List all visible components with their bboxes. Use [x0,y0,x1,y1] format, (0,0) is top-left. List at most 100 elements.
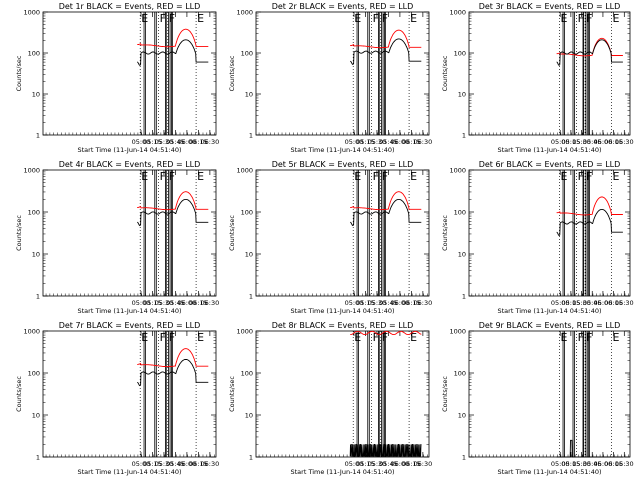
y-axis-label: Counts/sec [441,55,449,91]
flag-label: E [141,12,148,25]
x-axis-label: Start Time (11-Jun-14 04:51:40) [291,468,395,476]
x-tick-label: 06:30 [615,299,634,307]
x-tick-label: 05:45 [583,460,602,468]
x-tick-label: 06:00 [178,138,197,146]
y-tick-label: 100 [28,370,40,378]
x-tick-label: 06:30 [615,138,634,146]
x-tick-label: 06:00 [178,460,197,468]
y-tick-label: 1 [249,132,253,140]
y-tick-label: 1 [249,454,253,462]
x-tick-label: 05:30 [572,138,591,146]
x-tick-label: 05:00 [132,299,151,307]
series-black-line [556,208,623,236]
y-axis-label: Counts/sec [228,376,236,412]
flag-label: F [382,170,388,183]
x-tick-label: 05:00 [551,138,570,146]
series-red-line [137,348,209,368]
x-tick-label: 05:15 [562,299,581,307]
flag-label: E [410,331,417,344]
x-tick-label: 05:00 [551,299,570,307]
flag-label: F [373,12,379,25]
flag-label: E [197,12,204,25]
x-tick-label: 05:00 [345,460,364,468]
series-red-line [350,330,422,336]
y-tick-label: 1 [36,132,40,140]
y-axis-label: Counts/sec [441,376,449,412]
flag-label: E [410,170,417,183]
x-axis-label: Start Time (11-Jun-14 04:51:40) [498,468,602,476]
panel-9: Det 9r BLACK = Events, RED = LLD 1 10 100 10… [441,321,634,476]
y-tick-label: 1 [36,454,40,462]
x-axis-label: Start Time (11-Jun-14 04:51:40) [498,307,602,315]
x-tick-label: 06:15 [604,460,623,468]
series-red-line [137,28,209,48]
panel-title: Det 7r BLACK = Events, RED = LLD [59,321,201,330]
plot-frame [42,169,217,297]
panel-1: Det 1r BLACK = Events, RED = LLD 1 10 100 10… [15,2,219,154]
x-axis-label: Start Time (11-Jun-14 04:51:40) [78,146,182,154]
series-red-line [556,196,623,216]
y-tick-label: 100 [28,50,40,58]
x-tick-label: 05:15 [143,138,162,146]
y-tick-label: 1000 [236,167,253,175]
y-tick-label: 10 [458,251,466,259]
y-tick-label: 1000 [449,328,466,336]
plot-frame [42,11,217,136]
plot-frame [468,11,631,136]
flag-label: E [560,170,567,183]
flag-label: F [160,12,166,25]
panel-4: Det 4r BLACK = Events, RED = LLD 1 10 100 10… [15,160,219,315]
x-tick-label: 05:45 [583,138,602,146]
series-red-line [350,191,422,211]
y-tick-label: 1 [36,293,40,301]
y-tick-label: 100 [454,50,466,58]
x-tick-label: 06:00 [391,299,410,307]
panel-5: Det 5r BLACK = Events, RED = LLD 1 10 100 10… [228,160,432,315]
flag-label: F [160,331,166,344]
y-tick-label: 10 [32,91,40,99]
series-black-line [137,198,209,227]
x-tick-label: 06:30 [201,460,220,468]
panel-title: Det 4r BLACK = Events, RED = LLD [59,160,201,169]
x-tick-label: 06:00 [594,460,613,468]
panel-8: Det 8r BLACK = Events, RED = LLD 1 10 100 10… [228,321,432,476]
plot-frame [255,169,430,297]
series-black-line [556,39,623,66]
x-tick-label: 05:45 [166,460,185,468]
flag-label: F [373,170,379,183]
x-tick-label: 05:30 [368,460,387,468]
x-tick-label: 05:00 [345,138,364,146]
flag-label: E [410,12,417,25]
flag-label: F [382,331,388,344]
y-axis-label: Counts/sec [228,55,236,91]
x-tick-label: 06:15 [604,138,623,146]
flag-label: E [354,170,361,183]
flag-label: F [382,12,388,25]
y-tick-label: 1000 [449,167,466,175]
y-tick-label: 10 [32,412,40,420]
y-tick-label: 1 [462,454,466,462]
flag-label: E [612,331,619,344]
plot-frame [42,330,217,458]
panel-6: Det 6r BLACK = Events, RED = LLD 1 10 100 10… [441,160,634,315]
x-axis-label: Start Time (11-Jun-14 04:51:40) [78,468,182,476]
y-tick-label: 1 [249,293,253,301]
flag-label: F [169,12,175,25]
x-tick-label: 05:15 [356,299,375,307]
x-tick-label: 06:00 [594,138,613,146]
plot-frame [468,169,631,297]
x-axis-label: Start Time (11-Jun-14 04:51:40) [291,307,395,315]
x-tick-label: 05:45 [166,138,185,146]
x-tick-label: 06:00 [178,299,197,307]
x-tick-label: 05:15 [356,460,375,468]
flag-label: E [141,331,148,344]
y-tick-label: 100 [241,370,253,378]
x-tick-label: 05:15 [143,460,162,468]
y-tick-label: 10 [245,412,253,420]
x-tick-label: 06:00 [594,299,613,307]
series-red-line [137,191,209,211]
x-tick-label: 06:15 [402,460,421,468]
flag-label: E [354,331,361,344]
x-tick-label: 06:30 [414,299,433,307]
